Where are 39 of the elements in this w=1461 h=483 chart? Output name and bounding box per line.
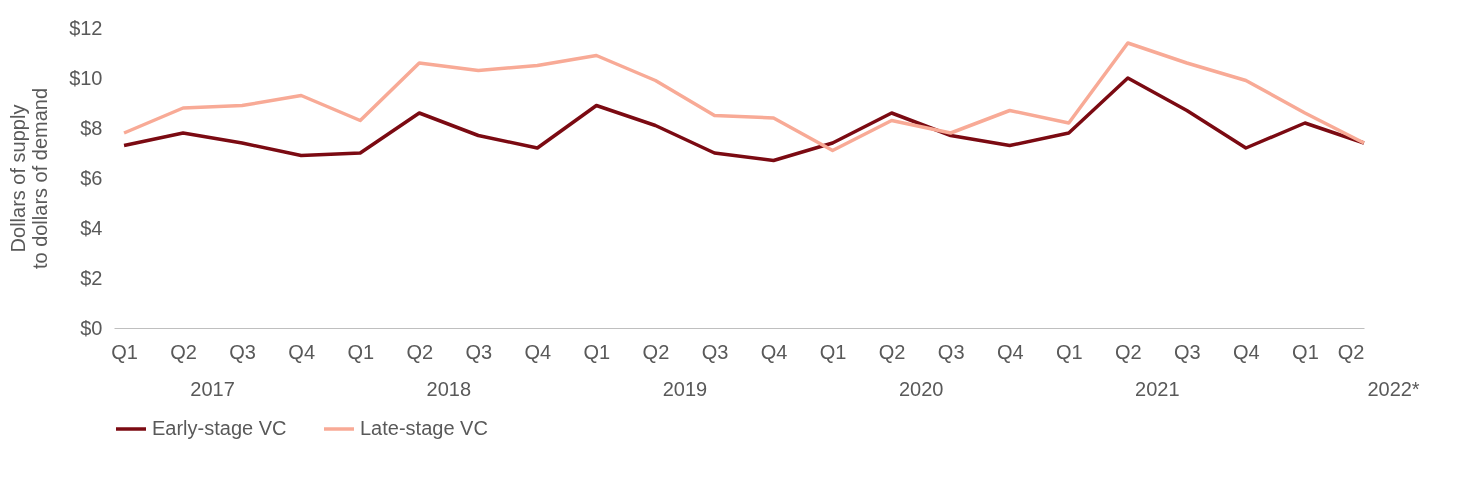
text: 2018 [426,378,472,400]
x-tick-label: Q3 [937,340,965,363]
legend-label: Early-stage VC [152,417,287,439]
y-tick-label: $10 [69,66,103,89]
x-tick-label: Q4 [524,340,552,363]
x-tick-label: Q1 [347,340,375,363]
y-tick-label: $8 [80,116,103,139]
x-tick-label: Q2 [406,340,434,363]
y-tick-label: $0 [80,316,103,339]
x-tick-label: Q1 [819,340,847,363]
line-series [122,41,1366,153]
x-tick-label: Q4 [996,340,1024,363]
y-tick-label: $6 [80,166,103,189]
x-tick-label: Q3 [465,340,493,363]
x-tick-label: Q1 [1055,340,1083,363]
x-tick-label: Q1 [1292,340,1319,363]
x-tick-label: Q2 [1114,340,1142,363]
legend-label: Late-stage VC [360,417,488,439]
x-tick-label: Q2 [642,340,670,363]
x-tick-label: Q2 [878,340,906,363]
y-tick-label: $4 [80,216,103,239]
text: 2020 [898,378,944,400]
x-tick-label: Q3 [1174,340,1201,363]
x-tick-label: Q1 [111,340,138,363]
x-tick-label: Q4 [288,340,316,363]
text: 2022* [1367,378,1420,400]
text: 2021 [1135,378,1180,400]
x-tick-label: Q2 [170,340,197,363]
y-tick-label: $12 [69,16,103,39]
x-tick-label: Q4 [1233,340,1260,363]
text: 2019 [662,378,708,400]
x-tick-label: Q4 [760,340,788,363]
x-tick-label: Q2 [1337,340,1365,363]
x-tick-label: Q1 [583,340,611,363]
x-tick-label: Q3 [701,340,729,363]
y-tick-label: $2 [80,266,103,289]
text: 2017 [190,378,235,400]
x-tick-label: Q3 [229,340,256,363]
y-axis-title: Dollars of supply to dollars of demand [7,87,52,270]
